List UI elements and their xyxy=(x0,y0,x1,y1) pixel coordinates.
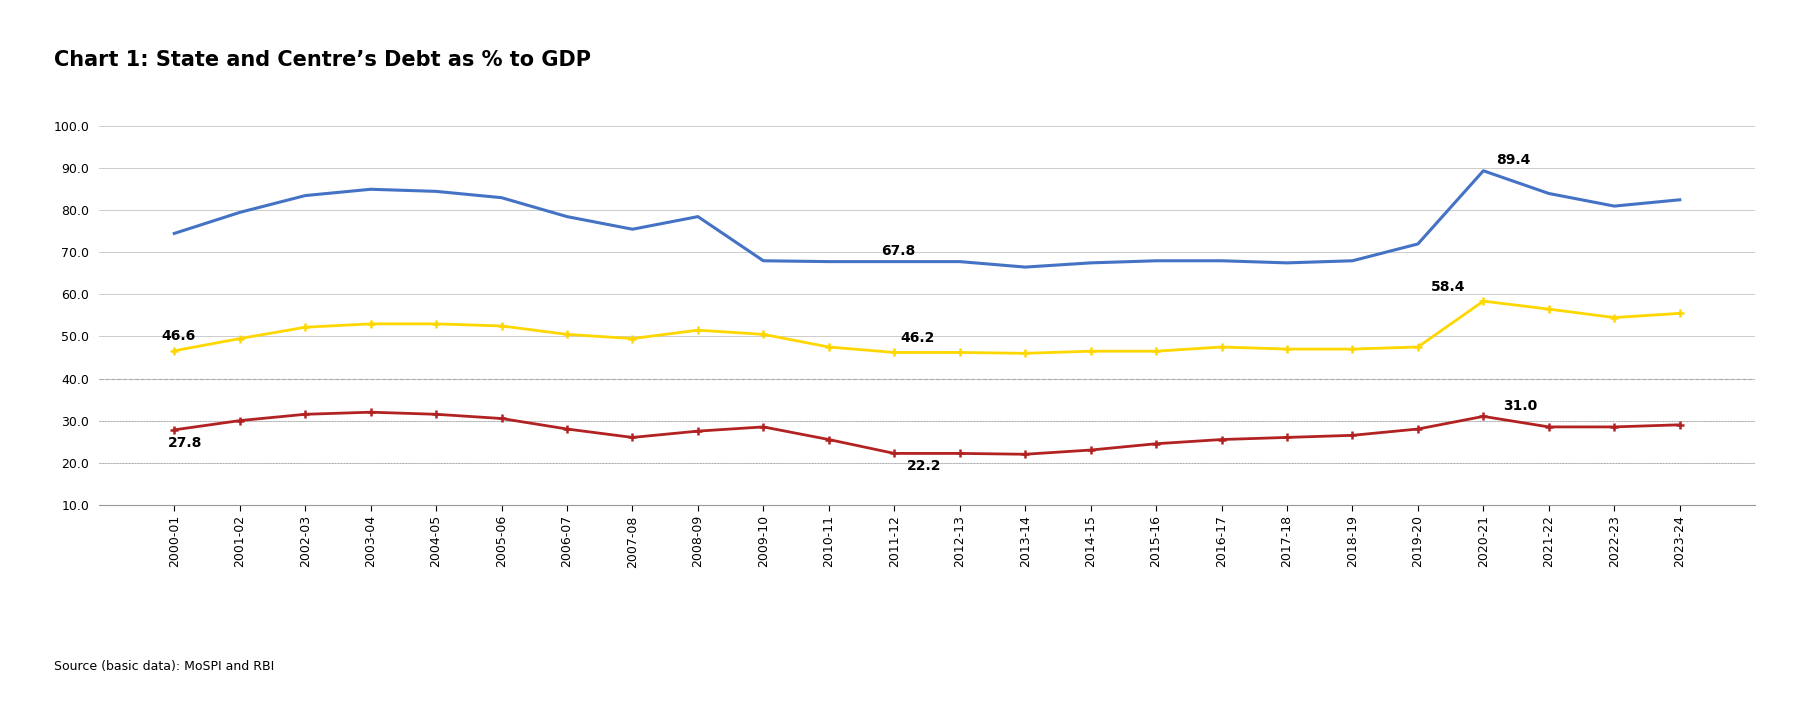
Combined debt xyxy=(229,208,250,217)
Combined debt xyxy=(1015,263,1037,271)
Combined debt xyxy=(556,212,578,221)
Combined debt xyxy=(1080,259,1102,267)
GoI's debt xyxy=(164,346,185,355)
Text: 27.8: 27.8 xyxy=(167,436,202,449)
GoI's debt xyxy=(1211,343,1233,351)
GoI's debt xyxy=(1015,349,1037,358)
GoI's debt xyxy=(884,348,905,357)
States' debt xyxy=(752,423,774,431)
Line: Combined debt: Combined debt xyxy=(175,171,1679,267)
GoI's debt xyxy=(1080,347,1102,355)
States' debt xyxy=(229,416,250,425)
Combined debt xyxy=(1341,257,1363,265)
States' debt xyxy=(425,410,446,418)
States' debt xyxy=(1341,431,1363,440)
GoI's debt xyxy=(491,322,513,330)
GoI's debt xyxy=(688,326,709,334)
GoI's debt xyxy=(1669,309,1690,318)
GoI's debt xyxy=(1341,345,1363,353)
Text: 22.2: 22.2 xyxy=(907,459,941,473)
Text: 67.8: 67.8 xyxy=(882,245,916,258)
GoI's debt xyxy=(817,343,839,351)
GoI's debt xyxy=(1145,347,1166,355)
Combined debt xyxy=(1276,259,1298,267)
Combined debt xyxy=(1408,240,1429,248)
Combined debt xyxy=(1145,257,1166,265)
GoI's debt xyxy=(1276,345,1298,353)
Text: Source (basic data): MoSPI and RBI: Source (basic data): MoSPI and RBI xyxy=(54,660,274,673)
GoI's debt xyxy=(229,334,250,343)
Combined debt xyxy=(949,257,970,266)
Combined debt xyxy=(688,212,709,221)
GoI's debt xyxy=(949,348,970,357)
Combined debt xyxy=(621,225,643,233)
GoI's debt xyxy=(360,320,382,328)
States' debt xyxy=(556,425,578,433)
Combined debt xyxy=(884,257,905,266)
GoI's debt xyxy=(621,334,643,343)
States' debt xyxy=(295,410,317,418)
States' debt xyxy=(621,433,643,442)
GoI's debt xyxy=(425,320,446,328)
States' debt xyxy=(688,427,709,435)
Combined debt xyxy=(1472,167,1494,175)
States' debt xyxy=(949,449,970,458)
Line: States' debt: States' debt xyxy=(171,408,1683,458)
States' debt xyxy=(1604,423,1625,431)
Text: 89.4: 89.4 xyxy=(1496,154,1530,168)
States' debt xyxy=(1537,423,1559,431)
Text: 31.0: 31.0 xyxy=(1503,399,1537,413)
Combined debt xyxy=(164,229,185,238)
GoI's debt xyxy=(1604,313,1625,322)
States' debt xyxy=(1211,435,1233,444)
Combined debt xyxy=(360,185,382,193)
States' debt xyxy=(884,449,905,458)
States' debt xyxy=(1145,440,1166,448)
Combined debt xyxy=(425,187,446,196)
GoI's debt xyxy=(1472,297,1494,306)
GoI's debt xyxy=(556,330,578,339)
States' debt xyxy=(360,408,382,416)
Text: 58.4: 58.4 xyxy=(1431,280,1465,294)
Combined debt xyxy=(1604,202,1625,210)
Text: 46.2: 46.2 xyxy=(900,331,936,345)
Combined debt xyxy=(491,193,513,202)
Text: Chart 1: State and Centre’s Debt as % to GDP: Chart 1: State and Centre’s Debt as % to… xyxy=(54,50,590,70)
States' debt xyxy=(1015,450,1037,458)
Combined debt xyxy=(817,257,839,266)
States' debt xyxy=(1276,433,1298,442)
GoI's debt xyxy=(1408,343,1429,351)
Combined debt xyxy=(1211,257,1233,265)
States' debt xyxy=(1080,446,1102,454)
GoI's debt xyxy=(295,323,317,332)
States' debt xyxy=(1669,421,1690,429)
States' debt xyxy=(1472,412,1494,421)
Combined debt xyxy=(752,257,774,265)
States' debt xyxy=(1408,425,1429,433)
States' debt xyxy=(491,414,513,423)
States' debt xyxy=(164,426,185,434)
Text: 46.6: 46.6 xyxy=(162,329,196,343)
Combined debt xyxy=(1537,189,1559,198)
Line: GoI's debt: GoI's debt xyxy=(171,297,1683,358)
States' debt xyxy=(817,435,839,444)
GoI's debt xyxy=(752,330,774,339)
Combined debt xyxy=(295,191,317,200)
GoI's debt xyxy=(1537,305,1559,313)
Combined debt xyxy=(1669,196,1690,204)
